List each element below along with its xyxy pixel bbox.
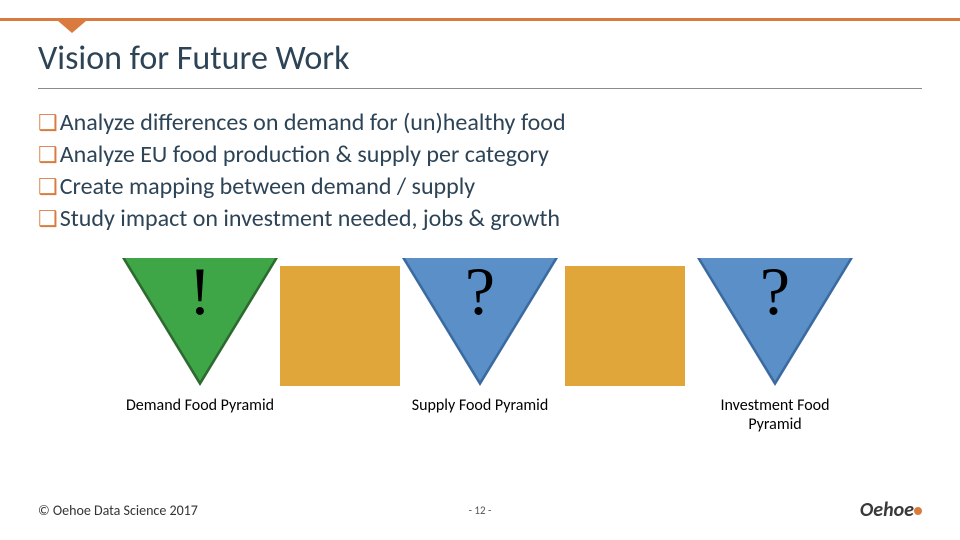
pyramid: ?Investment Food Pyramid [697,258,853,434]
bullet-item: ❑Analyze differences on demand for (un)h… [38,108,922,138]
logo: Oehoe [860,498,922,522]
page-number: - 12 - [469,504,492,517]
title-underline [38,88,922,89]
bullet-item: ❑Create mapping between demand / supply [38,172,922,202]
pyramid: ?Supply Food Pyramid [402,258,558,415]
copyright: © Oehoe Data Science 2017 [38,502,198,519]
pyramid: !Demand Food Pyramid [122,258,278,415]
logo-text: Oehoe [860,498,914,522]
footer: © Oehoe Data Science 2017 - 12 - Oehoe [38,498,922,522]
pyramid-diagram: !Demand Food Pyramid ?Supply Food Pyramid… [0,258,960,468]
bullet-square-icon: ❑ [38,108,58,138]
pyramid-symbol: ? [402,252,558,331]
bullet-text: Create mapping between demand / supply [60,172,475,202]
cycle-arrows-icon [280,266,400,386]
bullet-text: Analyze EU food production & supply per … [60,140,549,170]
bullet-list: ❑Analyze differences on demand for (un)h… [38,108,922,236]
pyramid-symbol: ! [122,252,278,331]
bullet-square-icon: ❑ [38,172,58,202]
pyramid-label: Investment Food Pyramid [697,396,853,434]
pyramid-label: Demand Food Pyramid [122,396,278,415]
logo-dot-icon [914,507,922,515]
pyramid-symbol: ? [697,252,853,331]
top-rule-notch [58,21,86,33]
bullet-text: Study impact on investment needed, jobs … [60,204,560,234]
pyramid-label: Supply Food Pyramid [402,396,558,415]
bullet-item: ❑Analyze EU food production & supply per… [38,140,922,170]
bullet-square-icon: ❑ [38,204,58,234]
cycle-arrows-icon [565,266,685,386]
top-rule [0,18,960,21]
bullet-item: ❑Study impact on investment needed, jobs… [38,204,922,234]
bullet-square-icon: ❑ [38,140,58,170]
bullet-text: Analyze differences on demand for (un)he… [60,108,566,138]
top-rule-bar [0,18,960,21]
slide-title: Vision for Future Work [38,38,350,79]
